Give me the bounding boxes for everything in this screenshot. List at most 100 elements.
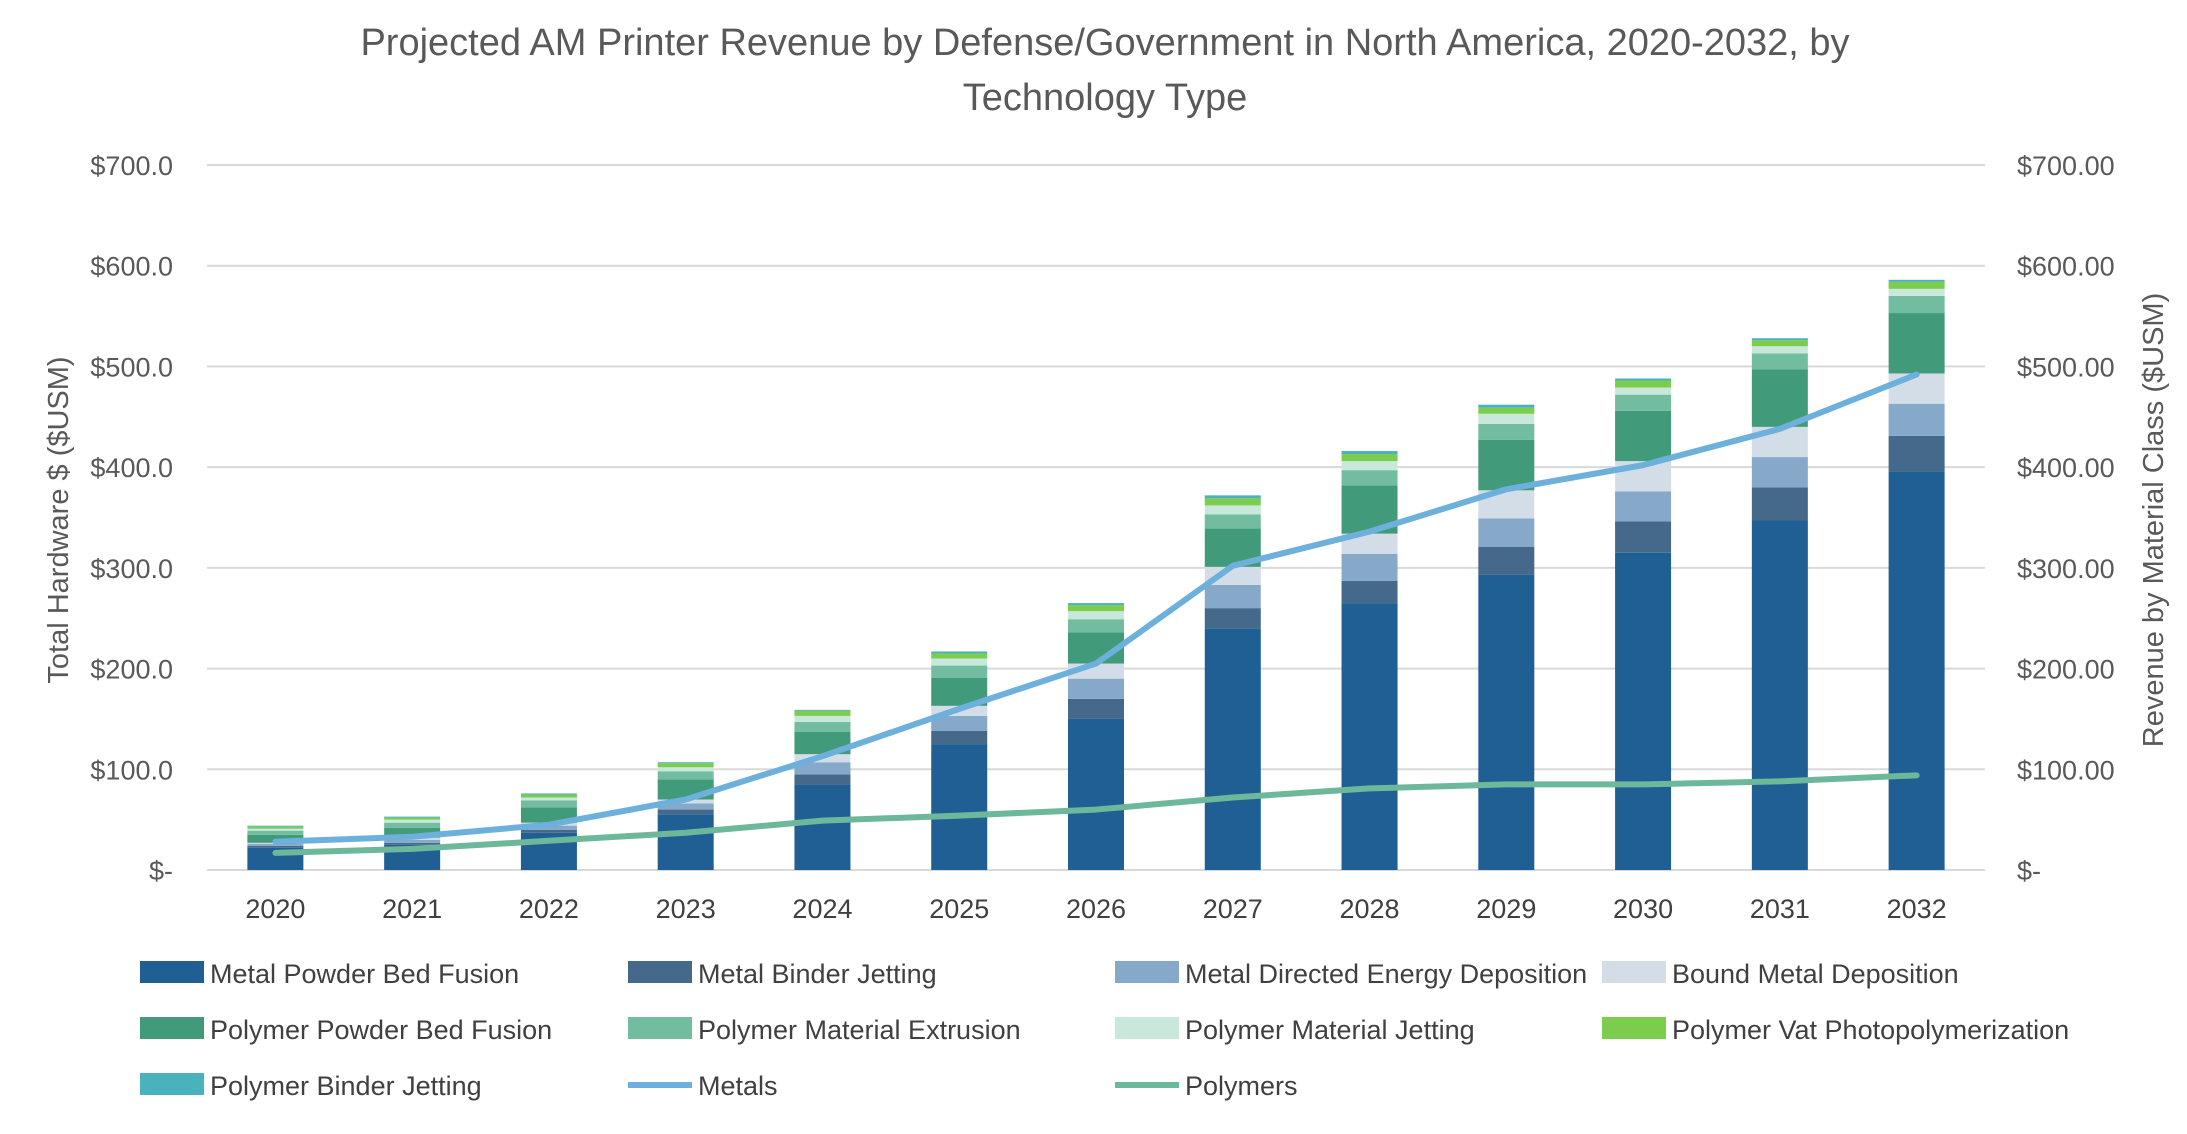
legend-item: Metal Powder Bed Fusion — [140, 959, 519, 989]
bar-segment — [931, 744, 988, 870]
bar-segment — [1615, 521, 1672, 553]
bar-segment — [247, 826, 304, 829]
bar-segment — [1751, 338, 1808, 341]
bar-stack-2025 — [931, 651, 988, 870]
x-tick-label: 2024 — [792, 894, 852, 924]
bar-segment — [657, 763, 714, 768]
bar-segment — [1751, 520, 1808, 870]
bar-segment — [1615, 491, 1672, 522]
bar-segment — [1888, 373, 1945, 404]
bar-segment — [1751, 353, 1808, 370]
bar-segment — [1068, 678, 1124, 699]
bar-segment — [247, 828, 304, 831]
legend-swatch — [140, 961, 204, 983]
x-tick-label: 2021 — [382, 894, 442, 924]
x-tick-label: 2020 — [245, 894, 305, 924]
bar-segment — [1341, 451, 1398, 455]
bar-stack-2021 — [384, 816, 441, 870]
legend-label: Metal Directed Energy Deposition — [1185, 959, 1587, 989]
legend-swatch — [628, 961, 692, 983]
bar-segment — [384, 822, 441, 828]
line-polymers — [272, 772, 1920, 856]
x-tick-label: 2031 — [1750, 894, 1810, 924]
bar-segment — [931, 665, 988, 678]
bar-segment — [247, 834, 304, 843]
bar-segment — [1204, 566, 1261, 585]
bar-segment — [1478, 423, 1535, 440]
y-right-tick-label: $- — [2017, 856, 2041, 886]
bar-segment — [520, 807, 577, 823]
bar-segment — [384, 817, 441, 820]
bar-segment — [1478, 546, 1535, 575]
legend-label: Polymer Material Extrusion — [698, 1015, 1021, 1045]
bar-segment — [1888, 313, 1945, 374]
bar-stack-2024 — [794, 709, 851, 870]
bar-segment — [1341, 533, 1398, 554]
bar-segment — [794, 762, 851, 775]
bar-stack-2029 — [1478, 404, 1535, 870]
legend-label: Polymer Binder Jetting — [210, 1071, 482, 1101]
bar-segment — [1615, 380, 1672, 388]
bar-segment — [794, 710, 851, 716]
legend-item: Bound Metal Deposition — [1602, 959, 1959, 989]
bar-segment — [1888, 403, 1945, 436]
x-tick-label: 2028 — [1339, 894, 1399, 924]
bar-segment — [247, 845, 304, 848]
legend-item: Polymer Powder Bed Fusion — [140, 1015, 552, 1045]
bar-segment — [1478, 413, 1535, 424]
bar-segment — [794, 715, 851, 722]
legend-swatch — [1602, 961, 1666, 983]
legend-item: Metals — [628, 1071, 778, 1101]
bar-segment — [1751, 457, 1808, 488]
bar-segment — [1204, 608, 1261, 629]
bar-stack-2028 — [1341, 451, 1398, 870]
bar-stack-2020 — [247, 825, 304, 870]
legend-item: Metal Binder Jetting — [628, 959, 937, 989]
y-left-tick-label: $600.0 — [90, 252, 173, 282]
bar-segment — [794, 721, 851, 733]
y-left-tick-label: $100.0 — [90, 755, 173, 785]
legend-swatch — [1115, 961, 1179, 983]
bar-segment — [1068, 611, 1124, 620]
bar-segment — [384, 839, 441, 843]
x-tick-label: 2023 — [656, 894, 716, 924]
y-axis-left-label: Total Hardware $ ($USM) — [43, 356, 75, 683]
y-left-tick-label: $200.0 — [90, 655, 173, 685]
bar-segment — [1888, 471, 1945, 870]
legend-swatch — [140, 1073, 204, 1095]
bar-segment — [657, 809, 714, 815]
bar-segment — [384, 816, 441, 818]
bar-segment — [1341, 603, 1398, 870]
bar-segment — [1751, 487, 1808, 521]
bar-segment — [1888, 295, 1945, 314]
bar-segment — [1341, 454, 1398, 462]
bar-segment — [657, 803, 714, 810]
bar-segment — [384, 827, 441, 838]
y-right-tick-label: $300.00 — [2017, 554, 2115, 584]
bar-stack-2031 — [1751, 338, 1808, 870]
legend-label: Metal Powder Bed Fusion — [210, 959, 519, 989]
legend-item: Polymer Material Jetting — [1115, 1015, 1475, 1045]
legend-item: Polymers — [1115, 1071, 1298, 1101]
legend-label: Metal Binder Jetting — [698, 959, 937, 989]
bar-segment — [1204, 498, 1261, 506]
y-right-tick-label: $400.00 — [2017, 453, 2115, 483]
legend-swatch — [628, 1017, 692, 1039]
bar-stack-2026 — [1068, 603, 1124, 870]
line-metals — [272, 371, 1920, 845]
x-tick-label: 2025 — [929, 894, 989, 924]
legend-label: Bound Metal Deposition — [1672, 959, 1959, 989]
legend-label: Polymers — [1185, 1071, 1298, 1101]
bar-segment — [1478, 574, 1535, 870]
bar-segment — [1615, 378, 1672, 381]
x-tick-label: 2030 — [1613, 894, 1673, 924]
y-left-tick-label: $- — [149, 856, 173, 886]
bar-segment — [384, 819, 441, 823]
bar-segment — [1751, 346, 1808, 354]
bar-segment — [1341, 553, 1398, 581]
bar-segment — [1478, 407, 1535, 414]
legend-label: Polymer Material Jetting — [1185, 1015, 1475, 1045]
bar-segment — [247, 830, 304, 835]
legend-item: Polymer Binder Jetting — [140, 1071, 482, 1101]
y-left-tick-label: $300.0 — [90, 554, 173, 584]
